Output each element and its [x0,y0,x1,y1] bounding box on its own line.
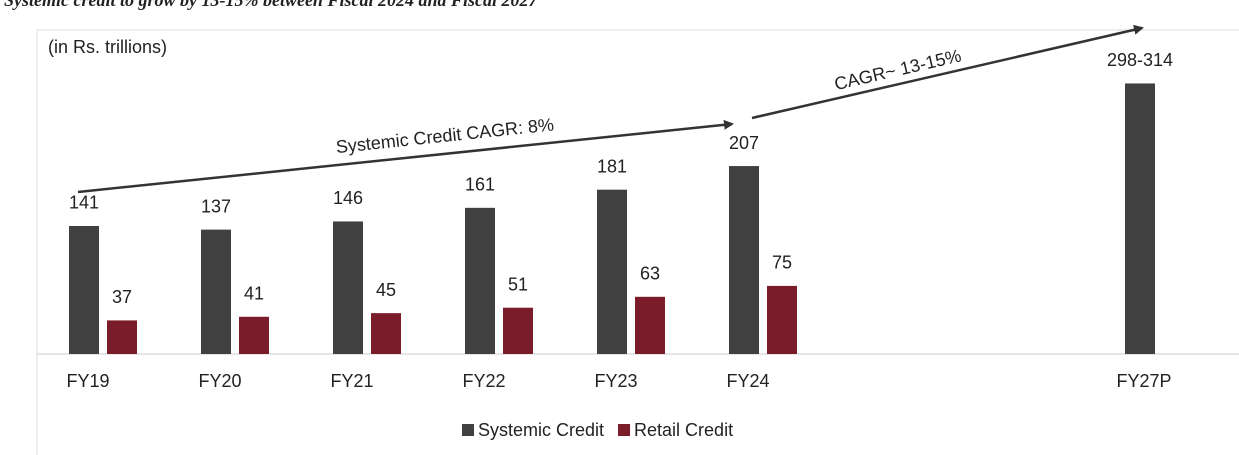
x-tick-label: FY23 [594,371,637,391]
x-tick-label: FY19 [66,371,109,391]
bar [597,189,627,354]
subtitle: (in Rs. trillions) [48,37,167,57]
bar [107,320,137,354]
bar [465,207,495,354]
bar [69,225,99,354]
bar [503,307,533,354]
chart-title: Systemic credit to grow by 13-15% betwee… [4,0,538,10]
x-tick-label: FY21 [330,371,373,391]
x-tick-label: FY24 [726,371,769,391]
legend-label: Systemic Credit [478,420,604,440]
cagr-arrow [751,24,1144,120]
legend-swatch [618,424,631,436]
frame [36,29,1239,455]
x-tick-label: FY27P [1116,371,1171,391]
bar [635,296,665,354]
bar [729,166,759,354]
legend-swatch [462,424,474,436]
bar [371,313,401,354]
bar [1125,83,1155,354]
data-label: 298-314 [1107,50,1173,70]
cagr-arrow [77,119,734,194]
data-label: 41 [244,284,264,304]
data-label: 51 [508,274,528,294]
legend-label: Retail Credit [634,420,733,440]
data-label: 207 [729,133,759,153]
bar [239,316,269,354]
data-label: 181 [597,156,627,176]
data-label: 141 [69,193,99,213]
annotation: CAGR~ 13-15% [832,45,963,94]
x-tick-label: FY20 [198,371,241,391]
bar [333,221,363,354]
data-label: 75 [772,253,792,273]
x-tick-label: FY22 [462,371,505,391]
data-label: 146 [333,188,363,208]
annotation: Systemic Credit CAGR: 8% [335,114,555,157]
data-label: 37 [112,287,132,307]
data-label: 63 [640,264,660,284]
data-label: 45 [376,280,396,300]
bar [767,285,797,354]
data-label: 137 [201,196,231,216]
bar [201,229,231,354]
data-label: 161 [465,175,495,195]
